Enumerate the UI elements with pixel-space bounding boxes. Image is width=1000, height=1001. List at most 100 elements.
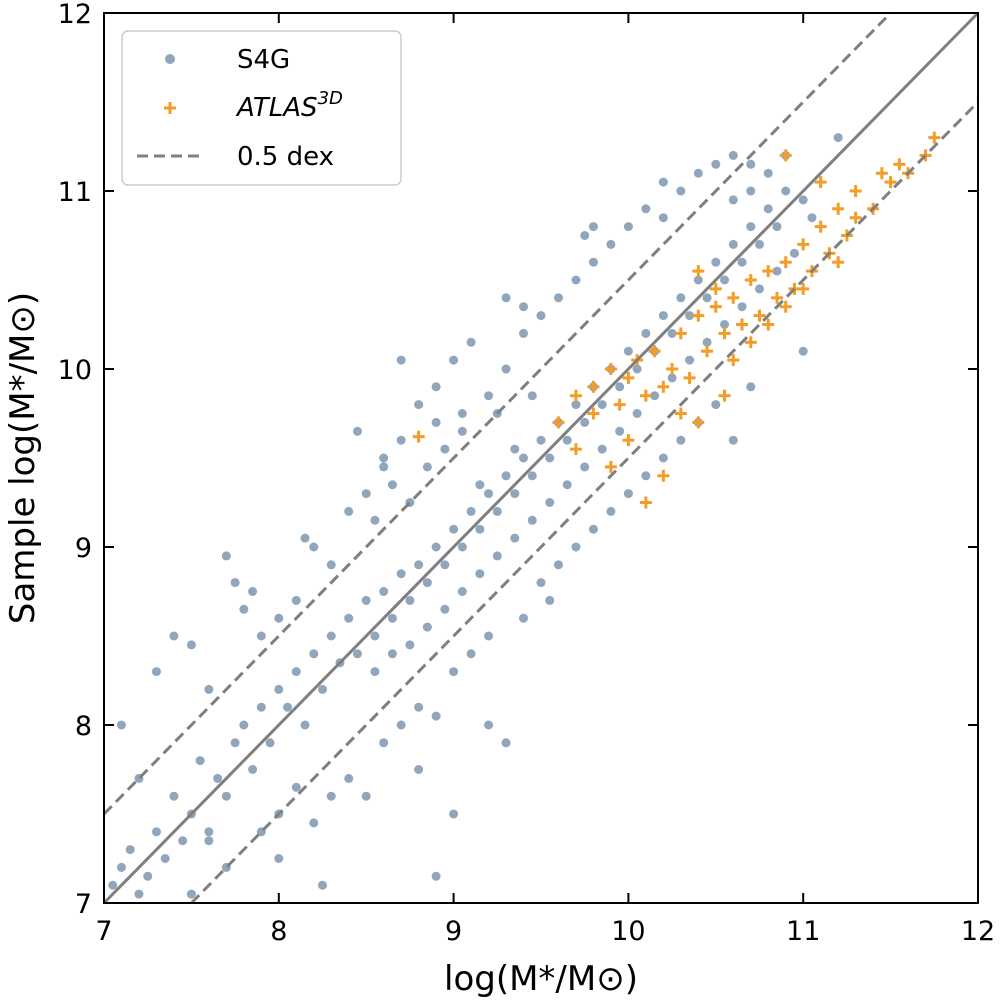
s4g-point bbox=[396, 355, 406, 365]
atlas3d-point bbox=[674, 407, 687, 420]
s4g-point bbox=[387, 613, 397, 623]
atlas3d-point bbox=[622, 371, 635, 384]
s4g-point bbox=[414, 765, 424, 774]
s4g-point bbox=[772, 222, 782, 232]
s4g-point bbox=[475, 569, 485, 579]
legend: S4G ATLAS3D 0.5 dex bbox=[121, 30, 402, 186]
s4g-point bbox=[580, 417, 590, 427]
s4g-point bbox=[711, 257, 721, 267]
s4g-point bbox=[186, 889, 196, 899]
s4g-point bbox=[510, 444, 520, 454]
atlas3d-point bbox=[814, 220, 827, 233]
s4g-point bbox=[580, 231, 590, 240]
s4g-point bbox=[431, 871, 441, 881]
s4g-point bbox=[221, 551, 231, 561]
s4g-point bbox=[151, 827, 161, 837]
s4g-point bbox=[562, 435, 572, 445]
s4g-point bbox=[623, 489, 633, 499]
s4g-point bbox=[545, 453, 555, 463]
s4g-point bbox=[370, 667, 380, 677]
x-tick-label: 12 bbox=[961, 916, 995, 947]
atlas3d-point bbox=[692, 416, 705, 429]
atlas3d-point bbox=[779, 300, 792, 313]
s4g-point bbox=[431, 542, 441, 552]
s4g-point bbox=[746, 222, 756, 232]
s4g-point bbox=[291, 595, 301, 605]
legend-s4g-label: S4G bbox=[237, 45, 290, 75]
s4g-point bbox=[440, 604, 450, 614]
s4g-point bbox=[352, 426, 362, 436]
s4g-point bbox=[571, 542, 581, 552]
atlas3d-point bbox=[736, 318, 749, 331]
s4g-point bbox=[440, 560, 450, 570]
x-tick-label: 11 bbox=[786, 916, 820, 947]
s4g-point bbox=[256, 631, 266, 641]
atlas3d-point bbox=[613, 398, 626, 411]
s4g-point bbox=[720, 320, 730, 329]
s4g-point bbox=[265, 738, 275, 748]
s4g-point bbox=[248, 587, 258, 596]
atlas3d-point bbox=[569, 389, 582, 402]
atlas3d-point bbox=[718, 327, 731, 340]
s4g-point bbox=[623, 346, 633, 356]
s4g-point bbox=[501, 364, 511, 374]
s4g-point bbox=[300, 720, 310, 730]
atlas3d-point bbox=[622, 434, 635, 447]
legend-atlas-marker bbox=[164, 102, 176, 114]
s4g-point bbox=[300, 533, 310, 543]
atlas3d-point bbox=[762, 265, 775, 278]
s4g-point bbox=[204, 827, 214, 837]
atlas3d-point bbox=[552, 416, 565, 429]
atlas3d-point bbox=[797, 282, 810, 295]
s4g-point bbox=[746, 186, 756, 196]
s4g-point bbox=[693, 168, 703, 178]
atlas3d-point bbox=[814, 176, 827, 189]
s4g-point bbox=[527, 515, 537, 525]
s4g-point bbox=[457, 542, 467, 552]
s4g-point bbox=[195, 756, 205, 766]
s4g-point bbox=[789, 248, 799, 258]
minus-0.5-dex-line bbox=[190, 100, 980, 905]
s4g-point bbox=[501, 738, 511, 748]
s4g-point bbox=[641, 328, 651, 338]
s4g-point bbox=[553, 560, 563, 570]
s4g-point bbox=[667, 328, 677, 338]
s4g-point bbox=[571, 275, 581, 285]
s4g-point bbox=[422, 622, 432, 632]
s4g-point bbox=[143, 871, 153, 881]
s4g-point bbox=[283, 702, 293, 712]
atlas3d-point bbox=[666, 363, 679, 375]
s4g-point bbox=[396, 569, 406, 579]
s4g-point bbox=[361, 791, 371, 801]
s4g-point bbox=[318, 880, 327, 890]
s4g-point bbox=[580, 462, 590, 472]
s4g-point bbox=[536, 578, 546, 588]
s4g-point bbox=[449, 355, 459, 365]
atlas3d-point bbox=[701, 345, 714, 358]
s4g-point bbox=[798, 346, 808, 356]
s4g-point bbox=[492, 506, 502, 516]
legend-box bbox=[121, 30, 402, 186]
s4g-point bbox=[632, 364, 642, 374]
s4g-point bbox=[457, 426, 467, 436]
s4g-point bbox=[615, 382, 625, 392]
atlas3d-point bbox=[770, 291, 783, 304]
s4g-point bbox=[510, 489, 520, 499]
s4g-point bbox=[405, 640, 415, 650]
s4g-point bbox=[414, 702, 424, 712]
s4g-point bbox=[737, 257, 747, 267]
atlas3d-point bbox=[604, 363, 617, 375]
y-tick-label: 8 bbox=[75, 711, 92, 742]
s4g-point bbox=[536, 311, 546, 321]
s4g-point bbox=[387, 480, 397, 490]
s4g-point bbox=[370, 631, 380, 641]
s4g-point bbox=[178, 836, 188, 846]
s4g-point bbox=[781, 186, 791, 196]
one-to-one-line bbox=[102, 11, 980, 905]
s4g-point bbox=[588, 257, 598, 267]
s4g-point bbox=[685, 355, 695, 365]
s4g-point bbox=[326, 631, 336, 641]
s4g-point bbox=[658, 453, 668, 463]
atlas3d-point bbox=[657, 380, 670, 393]
s4g-point bbox=[414, 560, 424, 570]
